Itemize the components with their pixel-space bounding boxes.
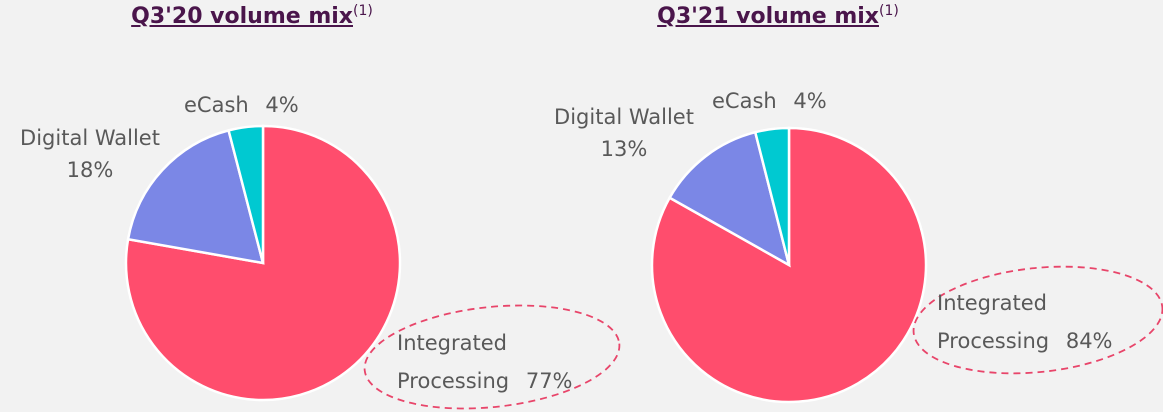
slice-label: Digital Wallet 13% [534,101,714,165]
pie-slice [753,126,791,266]
category-label: eCash [712,89,777,113]
highlight-ellipse [363,304,621,410]
pie-slice [667,130,791,268]
chart-title: Q3'20 volume mix(1) [131,4,373,29]
slice-label: eCash 4% [712,82,912,120]
slice-label: Integrated Processing 84% [937,284,1137,360]
value-label: 84% [1065,329,1113,353]
category-label: Integrated Processing [937,291,1050,353]
value-label: 13% [600,137,648,161]
category-label: eCash [184,93,249,117]
pie-slice [126,128,265,265]
slice-label: Digital Wallet 18% [0,122,180,186]
value-label: 4% [793,89,827,113]
category-label: Digital Wallet [554,105,694,129]
category-label: Digital Wallet [20,126,160,150]
title-note: (1) [879,3,899,19]
slice-label: eCash 4% [184,86,384,124]
value-label: 18% [66,158,114,182]
title-note: (1) [353,3,373,19]
value-label: 4% [265,93,299,117]
chart-title: Q3'21 volume mix(1) [657,4,899,29]
title-text: Q3'21 volume mix [657,4,879,29]
title-text: Q3'20 volume mix [131,4,353,29]
value-label: 77% [525,369,573,393]
highlight-ellipse [912,265,1163,375]
category-label: Integrated Processing [397,331,510,393]
pie-slice [227,124,265,264]
slice-label: Integrated Processing 77% [397,324,597,400]
